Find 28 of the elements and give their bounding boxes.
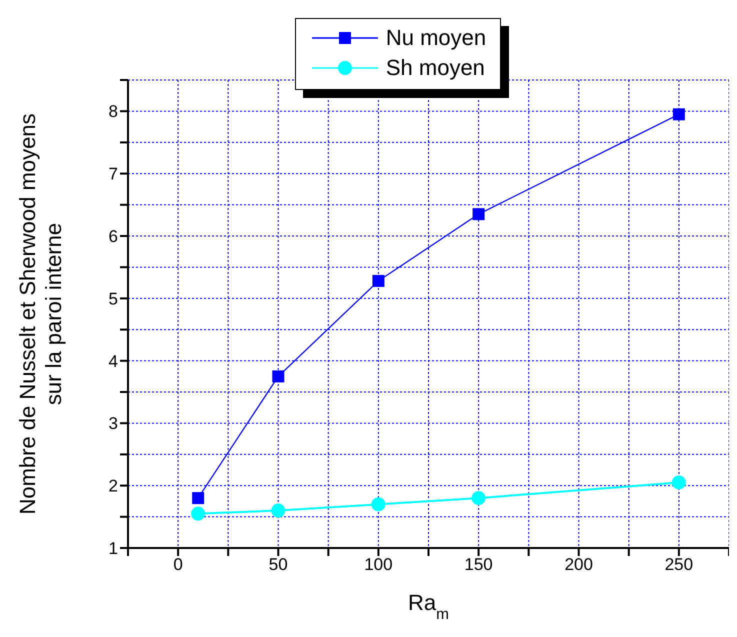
x-tick-label: 250 <box>664 555 694 574</box>
y-axis-title: Nombre de Nusselt et Sherwood moyens sur la paroi interne <box>15 113 66 515</box>
x-tick-label: 100 <box>364 555 393 574</box>
point <box>472 491 486 506</box>
y-tick-label: 8 <box>108 102 118 122</box>
point <box>672 108 685 120</box>
x-tick-label: 150 <box>464 555 493 574</box>
y-tick-label: 6 <box>108 227 118 246</box>
point <box>371 497 386 512</box>
x-axis-title: Ra$_{m}$ <box>408 590 449 622</box>
point <box>271 504 286 518</box>
point <box>191 506 206 521</box>
x-tick-label: 0 <box>173 555 183 574</box>
x-tick-label: 50 <box>268 555 288 574</box>
y-tick-label: 4 <box>108 352 118 371</box>
y-tick-label: 7 <box>108 164 118 184</box>
point <box>272 370 284 382</box>
y-tick-label: 2 <box>108 476 118 496</box>
point <box>372 274 384 287</box>
y-tick-label: 3 <box>108 414 118 434</box>
y-tick-label: 5 <box>108 289 118 308</box>
point <box>192 492 204 504</box>
legend-label: Sh moyen <box>386 54 485 82</box>
legend-label: Nu moyen <box>386 24 486 52</box>
point <box>672 475 686 490</box>
x-tick-label: 200 <box>564 555 593 574</box>
y-tick-label: 1 <box>108 539 118 558</box>
point <box>472 208 485 220</box>
